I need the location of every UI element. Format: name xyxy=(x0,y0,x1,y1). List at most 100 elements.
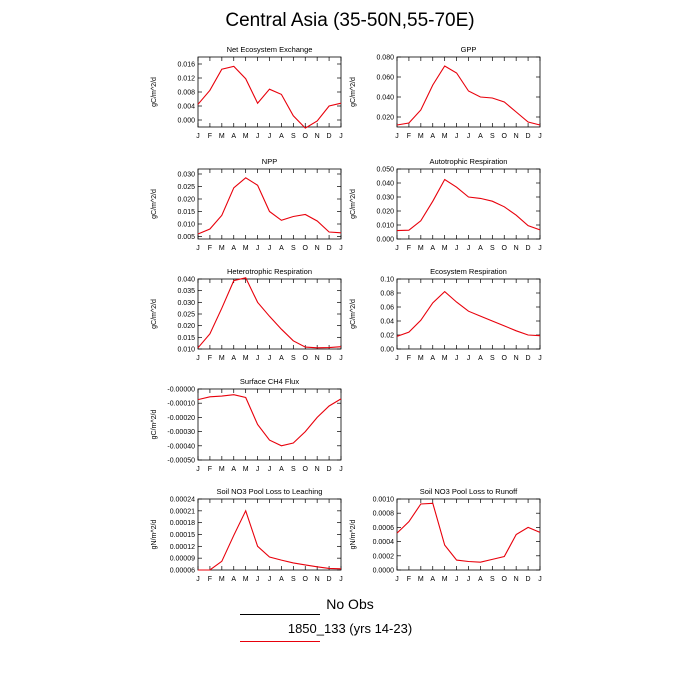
panel-8-xtick-label: D xyxy=(327,576,332,583)
panel-9-ytick-label: 0.0002 xyxy=(373,553,395,560)
panel-8-xtick-label: A xyxy=(231,576,236,583)
legend-model-line xyxy=(240,641,320,642)
panel-8-ytick-label: 0.00009 xyxy=(170,556,195,563)
panel-6-xtick-label: J xyxy=(455,355,459,362)
panel-8-ytick-label: 0.00006 xyxy=(170,568,195,575)
legend-obs-label: No Obs xyxy=(326,596,374,612)
panel-7-ytick-label: -0.00030 xyxy=(167,429,195,436)
panel-2-xtick-label: A xyxy=(478,133,483,140)
panel-9-xtick-label: A xyxy=(478,576,483,583)
panel-1-ytick-label: 0.012 xyxy=(177,76,195,83)
panel-9-xtick-label: J xyxy=(395,576,399,583)
panel-5-xtick-label: O xyxy=(303,355,309,362)
panel-6-xtick-label: F xyxy=(407,355,411,362)
panel-9-xtick-label: M xyxy=(418,576,424,583)
panel-4-xtick-label: D xyxy=(526,245,531,252)
panel-1-series-line xyxy=(197,65,342,129)
panel-6-ytick-label: 0.06 xyxy=(380,305,394,312)
panel-1-xtick-label: M xyxy=(219,133,225,140)
panel-1-xtick-label: J xyxy=(339,133,343,140)
panel-8-ytick-label: 0.00024 xyxy=(170,497,195,504)
panel-4-xtick-label: J xyxy=(395,245,399,252)
panel-5-ytick-label: 0.015 xyxy=(177,335,195,342)
panel-9-xtick-label: N xyxy=(514,576,519,583)
panel-2-xtick-label: J xyxy=(395,133,399,140)
panel-3-xtick-label: S xyxy=(291,245,296,252)
panel-1-title: Net Ecosystem Exchange xyxy=(227,45,313,54)
panel-5-xtick-label: M xyxy=(219,355,225,362)
panel-4-xtick-label: J xyxy=(455,245,459,252)
panel-7-xtick-label: F xyxy=(208,466,212,473)
panel-8-ytick-label: 0.00015 xyxy=(170,532,195,539)
panel-7-xtick-label: S xyxy=(291,466,296,473)
panel-4-ytick-label: 0.000 xyxy=(376,237,394,244)
panel-7-ytick-label: -0.00040 xyxy=(167,443,195,450)
panel-8-ytick-label: 0.00012 xyxy=(170,544,195,551)
panel-2-xtick-label: J xyxy=(455,133,459,140)
panel-6-xtick-label: N xyxy=(514,355,519,362)
panel-7-title: Surface CH4 Flux xyxy=(240,377,299,386)
panel-3-xtick-label: M xyxy=(243,245,249,252)
panel-1-ytick-label: 0.000 xyxy=(177,118,195,125)
panel-8-xtick-label: M xyxy=(243,576,249,583)
panel-9-title: Soil NO3 Pool Loss to Runoff xyxy=(420,487,518,496)
panel-7-ytick-label: -0.00050 xyxy=(167,458,195,465)
panel-4-frame xyxy=(396,168,541,240)
panel-6-ytick-label: 0.08 xyxy=(380,291,394,298)
panel-2-xtick-label: A xyxy=(430,133,435,140)
panel-4-xtick-label: M xyxy=(418,245,424,252)
panel-3-xtick-label: J xyxy=(339,245,343,252)
panel-7-xtick-label: N xyxy=(315,466,320,473)
panel-8-series-line xyxy=(198,509,342,571)
panel-9-ytick-label: 0.0006 xyxy=(373,525,395,532)
panel-3-ytick-label: 0.005 xyxy=(177,234,195,241)
panel-5-xtick-label: N xyxy=(315,355,320,362)
panel-3-ytick-label: 0.015 xyxy=(177,209,195,216)
panel-9-series-line xyxy=(396,502,541,563)
panel-6-xtick-label: J xyxy=(467,355,471,362)
panel-2-xtick-label: J xyxy=(538,133,542,140)
panel-5-xtick-label: F xyxy=(208,355,212,362)
panel-1-xtick-label: J xyxy=(196,133,200,140)
panel-3-xtick-label: J xyxy=(196,245,200,252)
panel-3-ylabel: gC/m^2/d xyxy=(151,189,158,219)
panel-4-ytick-label: 0.040 xyxy=(376,181,394,188)
panel-4-xtick-label: J xyxy=(538,245,542,252)
panel-5-xtick-label: J xyxy=(256,355,260,362)
panel-5-ytick-label: 0.035 xyxy=(177,288,195,295)
panel-2-ylabel: gC/m^2/d xyxy=(350,77,357,107)
panel-3-ytick-label: 0.025 xyxy=(177,184,195,191)
panel-1-xtick-label: J xyxy=(268,133,272,140)
panel-6-xtick-label: O xyxy=(502,355,508,362)
panel-5-xtick-label: A xyxy=(279,355,284,362)
panel-9-xtick-label: S xyxy=(490,576,495,583)
panel-4-ytick-label: 0.010 xyxy=(376,223,394,230)
panel-1-ylabel: gC/m^2/d xyxy=(151,77,158,107)
panel-8-xtick-label: N xyxy=(315,576,320,583)
panel-4-title: Autotrophic Respiration xyxy=(430,157,508,166)
panel-7-xtick-label: A xyxy=(279,466,284,473)
panel-9-ytick-label: 0.0008 xyxy=(373,511,395,518)
panel-5-series-line xyxy=(197,277,342,349)
panel-7-ytick-label: -0.00000 xyxy=(167,387,195,394)
panel-7-xtick-label: J xyxy=(268,466,272,473)
panel-9-frame xyxy=(396,498,541,571)
panel-8-frame xyxy=(197,498,342,571)
panel-3-ytick-label: 0.030 xyxy=(177,172,195,179)
panel-6-xtick-label: M xyxy=(442,355,448,362)
panel-6-ytick-label: 0.04 xyxy=(380,319,394,326)
panel-2-xtick-label: D xyxy=(526,133,531,140)
panel-2-xtick-label: M xyxy=(442,133,448,140)
panel-3-title: NPP xyxy=(262,157,277,166)
panel-5-xtick-label: J xyxy=(339,355,343,362)
panel-7-series-line xyxy=(197,394,342,447)
panel-1-ytick-label: 0.016 xyxy=(177,62,195,69)
panel-6-xtick-label: M xyxy=(418,355,424,362)
panel-7-ylabel: gC/m^2/d xyxy=(151,410,158,440)
panel-9-ytick-label: 0.0010 xyxy=(373,497,395,504)
panel-7-xtick-label: J xyxy=(339,466,343,473)
panel-8-xtick-label: J xyxy=(196,576,200,583)
panel-6-title: Ecosystem Respiration xyxy=(430,267,507,276)
panel-3-xtick-label: F xyxy=(208,245,212,252)
